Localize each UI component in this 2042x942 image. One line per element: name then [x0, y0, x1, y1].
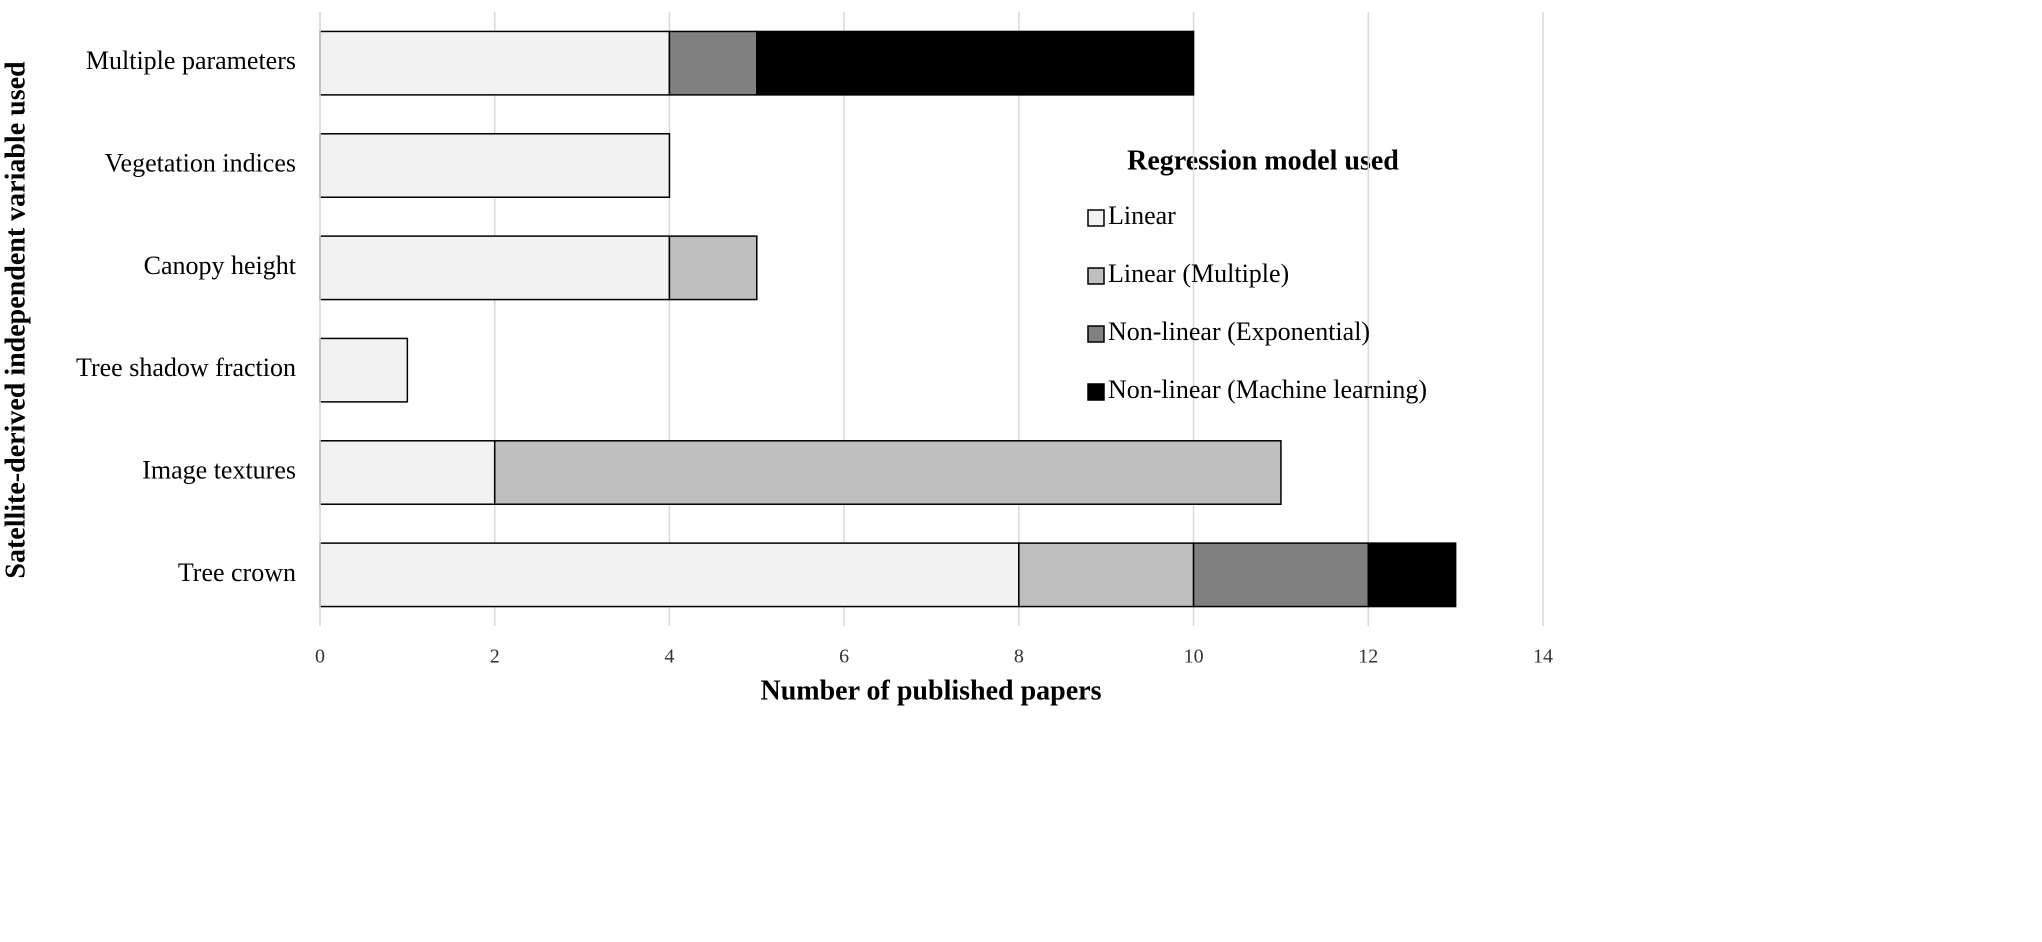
y-tick-label: Vegetation indices [105, 148, 296, 177]
legend-title: Regression model used [1127, 145, 1399, 176]
bar-segment [668, 30, 758, 96]
bar-segment [668, 235, 758, 301]
y-tick-label: Multiple parameters [86, 46, 296, 75]
y-tick-label: Image textures [142, 455, 296, 484]
x-tick-label: 14 [1533, 646, 1553, 668]
x-tick-label: 4 [664, 646, 674, 668]
bar-segment [756, 30, 1195, 96]
bar-segment [319, 133, 671, 198]
y-tick-label: Tree shadow fraction [76, 353, 296, 382]
x-tick-label: 0 [315, 646, 325, 668]
legend-label: Linear [1108, 201, 1176, 230]
legend-label: Non-linear (Machine learning) [1108, 375, 1427, 404]
x-tick-label: 2 [490, 646, 500, 668]
x-axis-title: Number of published papers [760, 675, 1101, 706]
x-tick-label: 12 [1358, 646, 1378, 668]
bar-segment [1018, 542, 1195, 608]
bar-segment [493, 440, 1282, 505]
bar-segment [319, 235, 671, 301]
x-tick-label: 10 [1184, 646, 1204, 668]
y-axis-title: Satellite-derived independent variable u… [0, 61, 31, 579]
bar-segment [1367, 542, 1457, 608]
x-tick-label: 8 [1014, 646, 1024, 668]
bar-segment [319, 337, 409, 403]
legend-swatch [1087, 383, 1105, 401]
x-tick-label: 6 [839, 646, 849, 668]
bar-segment [319, 542, 1020, 608]
bar-segment [1192, 542, 1370, 608]
bar-segment [319, 30, 671, 96]
y-tick-label: Canopy height [144, 251, 297, 280]
legend-swatch [1087, 267, 1105, 285]
legend-label: Non-linear (Exponential) [1108, 317, 1370, 346]
legend-label: Linear (Multiple) [1108, 259, 1289, 288]
y-tick-label: Tree crown [178, 558, 296, 587]
legend-swatch [1087, 325, 1105, 343]
legend-swatch [1087, 209, 1105, 227]
bar-segment [319, 440, 496, 505]
